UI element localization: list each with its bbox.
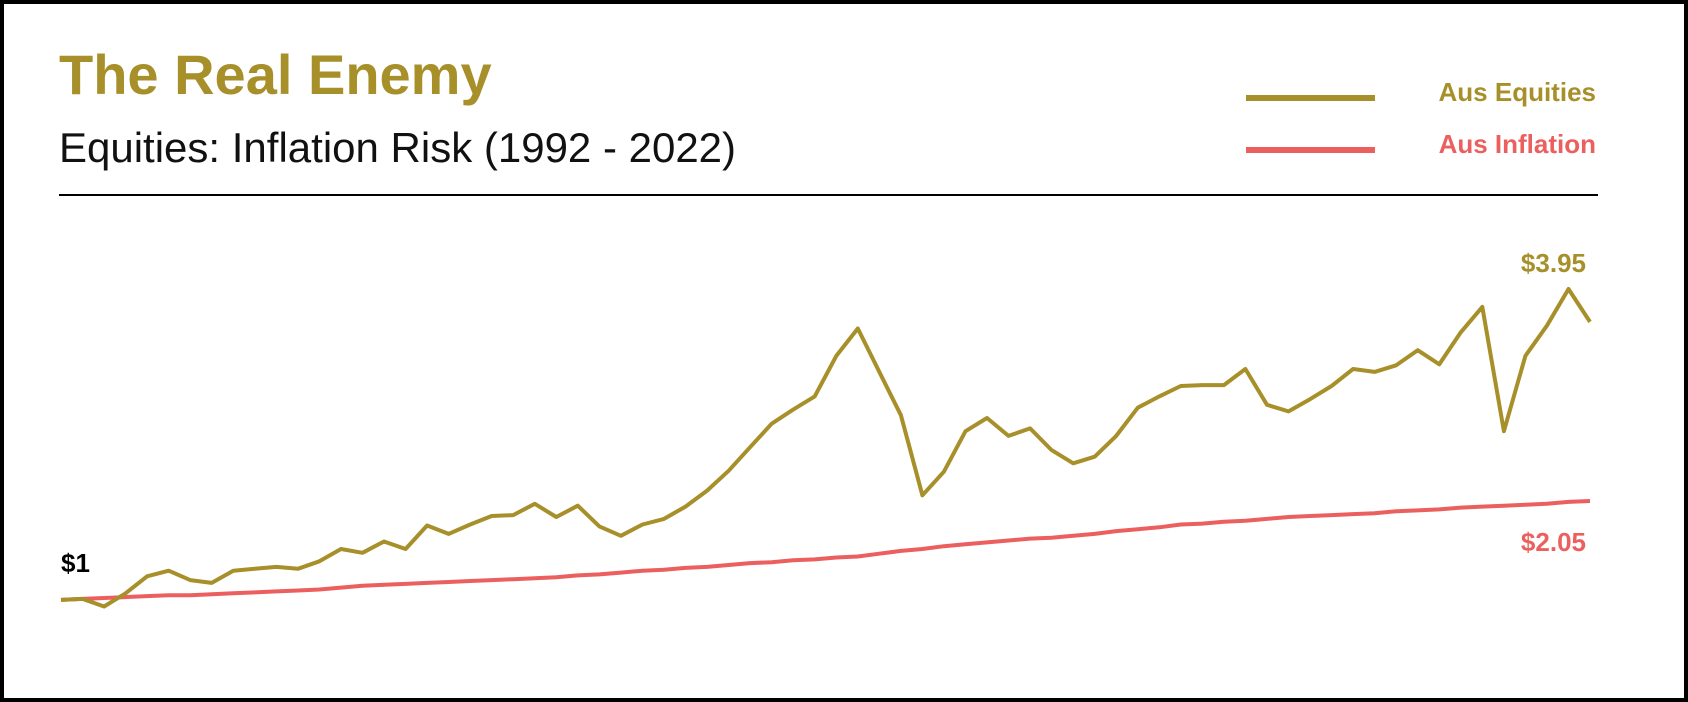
series-line: [60, 287, 1592, 609]
legend-label: Aus Inflation: [1439, 129, 1596, 159]
series-line: [60, 499, 1591, 602]
chart-title: The Real Enemy: [59, 43, 492, 106]
start-label: $1: [61, 548, 90, 578]
legend-label: Aus Equities: [1439, 77, 1596, 107]
chart-subtitle: Equities: Inflation Risk (1992 - 2022): [59, 124, 736, 171]
end-label: $3.95: [1521, 248, 1586, 278]
end-label: $2.05: [1521, 527, 1586, 557]
